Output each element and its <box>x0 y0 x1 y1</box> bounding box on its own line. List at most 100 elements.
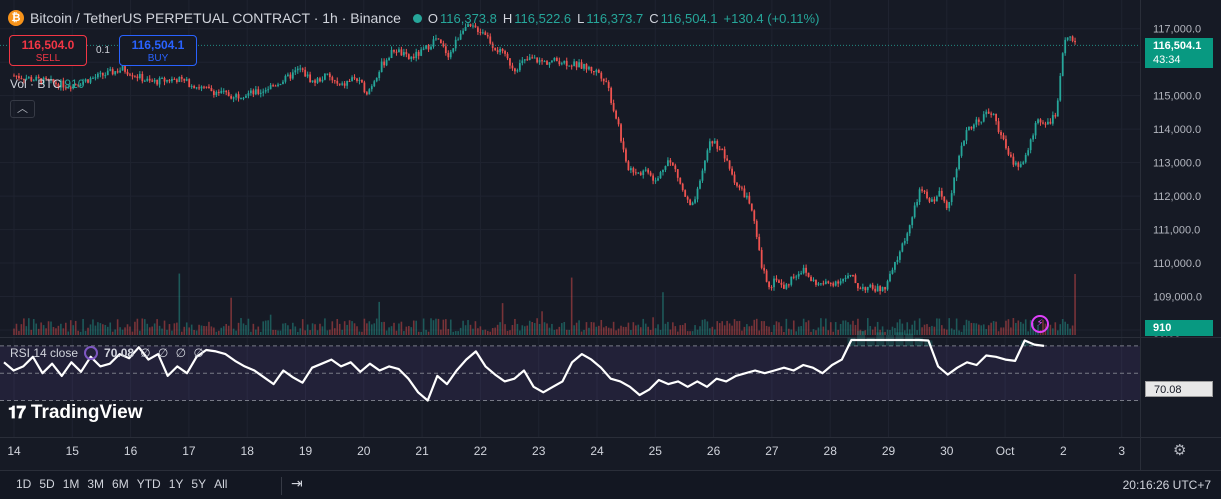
candle-body <box>898 251 901 260</box>
volume-bar <box>20 324 23 335</box>
range-3m[interactable]: 3M <box>87 477 105 491</box>
range-5d[interactable]: 5D <box>39 477 55 491</box>
clock-timezone[interactable]: 20:16:26 UTC+7 <box>1122 478 1211 492</box>
volume-bar <box>482 330 484 335</box>
symbol-legend[interactable]: ₿ Bitcoin / TetherUS PERPETUAL CONTRACT … <box>8 8 819 28</box>
volume-bar <box>716 321 719 335</box>
volume-bar <box>738 320 741 335</box>
time-tick-label: 25 <box>649 444 663 458</box>
volume-bar <box>486 331 489 335</box>
candle-body <box>758 236 761 250</box>
volume-bar <box>469 324 472 335</box>
rsi-legend[interactable]: RSI 14 close 70.08 ∅ ∅ ∅ ∅ <box>10 346 206 360</box>
market-status-icon[interactable] <box>412 13 422 23</box>
volume-bar <box>188 327 190 335</box>
candle-body <box>674 165 677 170</box>
volume-bar <box>348 320 351 335</box>
range-1y[interactable]: 1Y <box>168 477 184 491</box>
volume-bar <box>610 328 612 335</box>
chart-canvas[interactable]: 117,000.0116,000.0115,000.0114,000.0113,… <box>0 0 1221 470</box>
candle-body <box>876 286 879 292</box>
volume-bar <box>148 327 151 335</box>
volume-bar <box>637 324 640 335</box>
symbol-title[interactable]: Bitcoin / TetherUS PERPETUAL CONTRACT · … <box>30 10 401 26</box>
volume-bar <box>657 324 659 335</box>
candle-body <box>778 280 780 283</box>
range-1m[interactable]: 1M <box>62 477 80 491</box>
volume-bar <box>538 323 541 335</box>
volume-bar <box>42 325 45 335</box>
candle-body <box>1054 115 1057 117</box>
volume-bar <box>222 326 225 335</box>
range-ytd[interactable]: YTD <box>136 477 161 491</box>
candle-body <box>321 79 324 82</box>
chevron-up-icon: ︿ <box>17 103 28 115</box>
range-1d[interactable]: 1D <box>16 477 32 491</box>
candle-body <box>42 77 45 84</box>
candle-body <box>457 39 460 41</box>
volume-bar <box>854 324 857 335</box>
candle-body <box>252 90 255 95</box>
candle-body <box>210 88 213 92</box>
candle-body <box>50 78 52 81</box>
volume-bar <box>104 324 107 335</box>
volume-bar <box>166 329 168 335</box>
candle-body <box>859 288 862 290</box>
rsi-overbought-fill <box>866 337 875 346</box>
candle-body <box>427 45 430 50</box>
range-6m[interactable]: 6M <box>112 477 129 491</box>
candle-body <box>375 78 378 82</box>
candle-body <box>590 66 593 71</box>
volume-bar <box>284 323 287 335</box>
indicator-icon[interactable] <box>84 346 99 360</box>
volume-bar <box>92 319 94 335</box>
volume-bar <box>496 324 499 335</box>
gear-icon[interactable]: ⚙ <box>1173 442 1187 459</box>
tradingview-logo-icon: 𝟏𝟕 <box>8 403 26 422</box>
range-all[interactable]: All <box>214 477 228 491</box>
candle-body <box>602 78 605 82</box>
volume-bar <box>395 330 398 335</box>
volume-bar <box>262 321 265 335</box>
calendar-goto-icon[interactable]: ⇥ <box>291 475 303 491</box>
volume-bar <box>780 326 783 335</box>
volume-bar <box>743 326 746 335</box>
volume-bar <box>1027 331 1029 335</box>
candle-body <box>77 84 80 86</box>
volume-bar <box>37 328 40 335</box>
volume-bar <box>257 326 260 335</box>
ohlc-high-label: H <box>502 10 513 26</box>
sell-button[interactable]: 116,504.0 SELL <box>9 35 87 66</box>
candle-body <box>560 63 563 65</box>
candle-body <box>543 61 546 63</box>
volume-bar <box>593 322 595 335</box>
candle-body <box>40 78 43 84</box>
volume-bar <box>884 331 886 335</box>
volume-bar <box>309 330 311 335</box>
volume-bar <box>741 330 743 335</box>
volume-bar <box>731 325 733 335</box>
range-5y[interactable]: 5Y <box>191 477 207 491</box>
candle-body <box>1056 100 1059 117</box>
collapse-legend-button[interactable]: ︿ <box>10 100 35 118</box>
volume-bar <box>67 331 70 335</box>
volume-bar <box>792 320 795 335</box>
candle-body <box>47 79 50 81</box>
candle-body <box>701 170 704 181</box>
candle-body <box>829 282 832 284</box>
volume-bar <box>807 320 810 335</box>
candle-body <box>1019 164 1022 167</box>
volume-legend[interactable]: Vol · BTC 910 <box>10 77 84 91</box>
candle-body <box>64 87 67 89</box>
volume-bar <box>1066 323 1069 335</box>
candle-body <box>425 45 427 49</box>
candle-body <box>827 281 830 283</box>
buy-button[interactable]: 116,504.1 BUY <box>119 35 197 66</box>
candle-body <box>694 199 696 203</box>
candle-body <box>817 283 820 285</box>
flash-icon[interactable]: ⚡ <box>1031 315 1049 333</box>
volume-bar <box>289 329 292 335</box>
price-tick-label: 113,000.0 <box>1153 158 1201 170</box>
volume-bar <box>985 329 988 335</box>
volume-bar <box>916 330 918 335</box>
